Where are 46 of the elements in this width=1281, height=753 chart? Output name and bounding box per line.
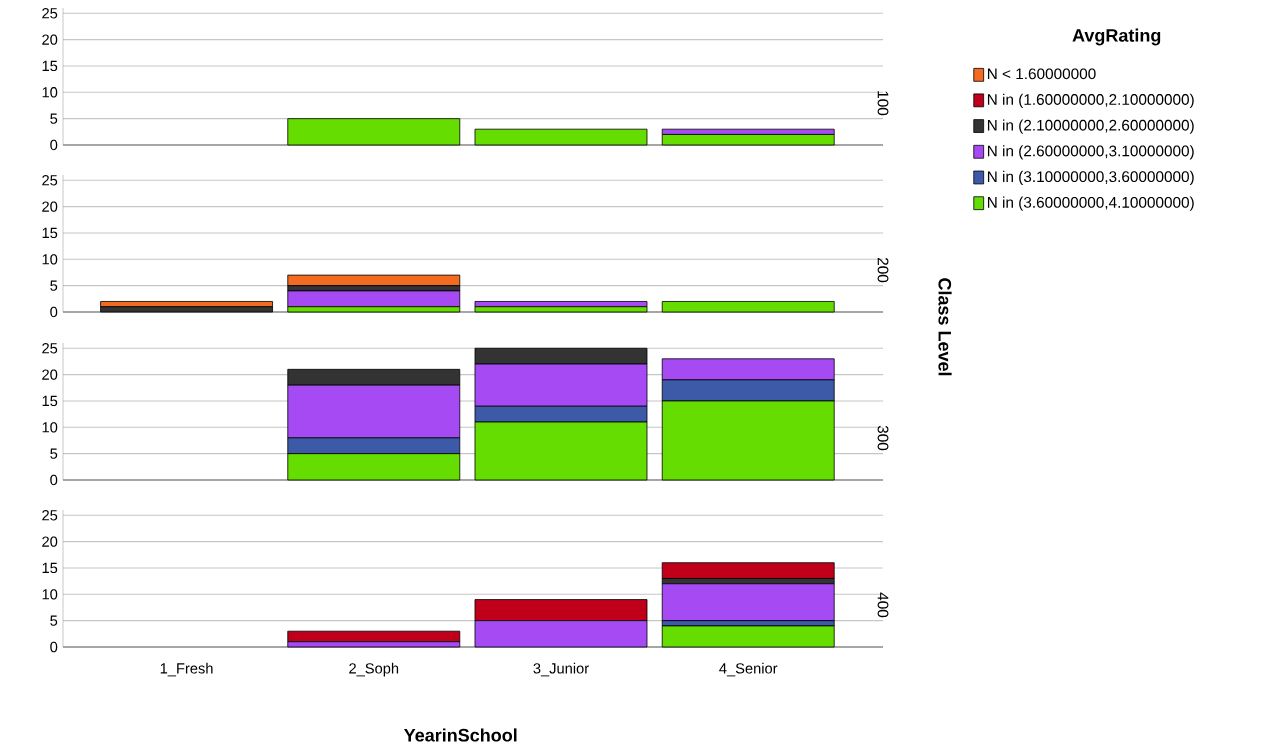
text: 100 bbox=[877, 91, 889, 116]
bar bbox=[661, 562, 835, 579]
y-tick-label: 0 bbox=[50, 139, 58, 151]
x-axis-title: YearinSchool bbox=[404, 728, 517, 742]
y-tick-label: 20 bbox=[42, 34, 58, 45]
legend-label: N in (1.60000000,2.10000000) bbox=[987, 93, 1194, 108]
legend-label: N < 1.60000000 bbox=[987, 68, 1096, 80]
y-tick-label: 15 bbox=[42, 395, 58, 407]
legend-label: N in (2.10000000,2.60000000) bbox=[987, 119, 1194, 134]
legend-label: N in (3.10000000,3.60000000) bbox=[987, 170, 1194, 186]
text: 200 bbox=[877, 257, 889, 283]
x-tick-label: 2_Soph bbox=[349, 662, 399, 677]
bar bbox=[474, 128, 648, 146]
x-tick-label: 1_Fresh bbox=[160, 662, 213, 677]
y2-axis-title: Class Level bbox=[938, 278, 952, 376]
y-tick-label: 25 bbox=[42, 343, 58, 354]
y-tick-label: 25 bbox=[42, 175, 58, 186]
y-tick-label: 20 bbox=[42, 536, 58, 547]
y-tick-label: 10 bbox=[42, 422, 58, 433]
bar bbox=[661, 301, 835, 313]
y-tick-label: 15 bbox=[42, 227, 58, 239]
y-tick-label: 0 bbox=[50, 474, 58, 486]
y-tick-label: 20 bbox=[42, 369, 58, 380]
y-tick-label: 25 bbox=[42, 510, 58, 521]
x-tick-label: 4_Senior bbox=[719, 662, 778, 677]
y-tick-label: 20 bbox=[42, 201, 58, 212]
y-tick-label: 10 bbox=[42, 254, 58, 265]
bar bbox=[287, 118, 461, 146]
legend-label: N in (2.60000000,3.10000000) bbox=[987, 145, 1194, 160]
y-tick-label: 15 bbox=[42, 60, 58, 72]
x-tick-label: 3_Junior bbox=[533, 662, 589, 677]
y-tick-label: 5 bbox=[50, 113, 58, 124]
text: 400 bbox=[877, 592, 889, 618]
legend-title: AvgRating bbox=[1072, 28, 1161, 46]
y-tick-label: 0 bbox=[50, 306, 58, 318]
y-tick-label: 25 bbox=[42, 8, 58, 19]
text: 300 bbox=[877, 425, 889, 451]
y-tick-label: 5 bbox=[50, 615, 58, 626]
y-tick-label: 10 bbox=[42, 589, 58, 600]
y-tick-label: 5 bbox=[50, 448, 58, 459]
y-tick-label: 10 bbox=[42, 87, 58, 98]
bar bbox=[287, 274, 461, 287]
y-tick-label: 15 bbox=[42, 562, 58, 574]
y-tick-label: 0 bbox=[50, 641, 58, 653]
legend-label: N in (3.60000000,4.10000000) bbox=[987, 196, 1194, 211]
y-tick-label: 5 bbox=[50, 280, 58, 291]
